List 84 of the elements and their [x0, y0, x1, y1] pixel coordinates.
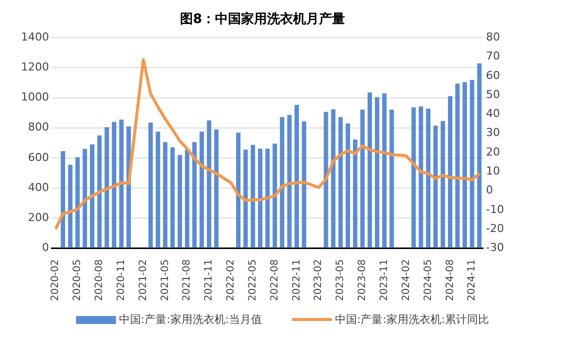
x-tick-label: 2024-11 [466, 259, 478, 302]
y-tick-label: 400 [28, 180, 49, 194]
bar [455, 84, 460, 248]
y2-tick-label: 70 [486, 50, 500, 63]
legend-label: 中国:产量:家用洗衣机:累计同比 [335, 312, 490, 327]
y2-tick-label: 30 [486, 126, 500, 140]
bar [163, 142, 168, 248]
bar [477, 63, 482, 248]
bar [411, 107, 416, 248]
bar [104, 127, 109, 248]
bar [148, 122, 153, 248]
y2-tick-label: 60 [486, 68, 500, 82]
bar [250, 144, 256, 248]
y2-tick-label: -10 [486, 202, 504, 216]
bar [178, 154, 182, 248]
bar [156, 132, 160, 248]
x-tick-label: 2022-02 [226, 259, 237, 302]
y2-tick-label: -20 [486, 222, 504, 235]
x-tick-label: 2020-08 [94, 259, 106, 302]
y2-tick-label: 0 [486, 184, 494, 197]
x-tick-label: 2021-02 [138, 259, 149, 302]
bar [448, 96, 452, 248]
bar [280, 117, 284, 248]
y2-tick-label: 50 [486, 88, 500, 101]
y-tick-label: 1400 [20, 30, 49, 44]
bar [112, 122, 116, 248]
bar [440, 120, 446, 248]
bar [368, 92, 372, 248]
bar [200, 132, 204, 248]
x-tick-label: 2023-11 [379, 259, 390, 302]
bar [338, 117, 343, 248]
legend-label: 中国:产量:家用洗衣机:当月值 [118, 312, 262, 327]
x-tick-label: 2022-05 [247, 259, 258, 302]
x-tick-label: 2020-02 [50, 259, 62, 302]
bar [294, 104, 299, 248]
x-tick-label: 2022-11 [291, 259, 302, 302]
x-tick-label: 2020-05 [72, 259, 84, 302]
bar [184, 150, 190, 248]
x-tick-label: 2021-11 [204, 259, 215, 302]
y-tick-label: 0 [42, 241, 49, 254]
bar [462, 82, 467, 248]
y-tick-label: 800 [28, 120, 49, 134]
bar [82, 148, 88, 248]
x-tick-label: 2024-08 [444, 259, 456, 302]
bar [352, 139, 358, 248]
bar [382, 93, 387, 248]
x-tick-label: 2024-02 [400, 259, 412, 302]
y2-tick-label: 40 [486, 107, 500, 120]
x-tick-label: 2023-05 [335, 259, 346, 302]
bar [68, 164, 72, 248]
bar [374, 97, 380, 248]
y-tick-label: 1200 [20, 60, 49, 74]
bar [75, 157, 80, 248]
y-tick-label: 1000 [20, 90, 49, 104]
x-tick-label: 2022-08 [269, 259, 280, 302]
bar [287, 114, 292, 248]
x-tick-label: 2020-11 [116, 259, 127, 302]
x-tick-label: 2023-02 [313, 259, 324, 302]
y2-tick-label: 10 [486, 164, 500, 178]
bar [258, 148, 262, 248]
bar [214, 129, 219, 248]
bar [272, 144, 278, 248]
bar [426, 108, 430, 248]
bar [119, 120, 124, 248]
x-tick-label: 2021-05 [160, 259, 171, 302]
bar [206, 120, 212, 248]
bar [90, 144, 94, 248]
bar [170, 147, 175, 248]
x-tick-label: 2024-05 [422, 259, 434, 302]
y2-tick-label: 20 [486, 145, 500, 158]
bar [418, 106, 424, 248]
bar [390, 110, 394, 248]
x-tick-label: 2023-08 [357, 259, 368, 302]
bar [470, 80, 474, 248]
bar [331, 109, 336, 248]
y-tick-label: 200 [28, 210, 49, 224]
y-tick-label: 600 [28, 150, 49, 164]
bar [243, 150, 248, 248]
bar [236, 132, 240, 248]
y2-tick-label: -30 [486, 241, 504, 254]
x-tick-label: 2021-08 [182, 259, 193, 302]
y2-tick-label: 80 [486, 30, 500, 44]
chart-title: 图8：中国家用洗衣机月产量 [180, 11, 346, 28]
bar [346, 123, 350, 248]
